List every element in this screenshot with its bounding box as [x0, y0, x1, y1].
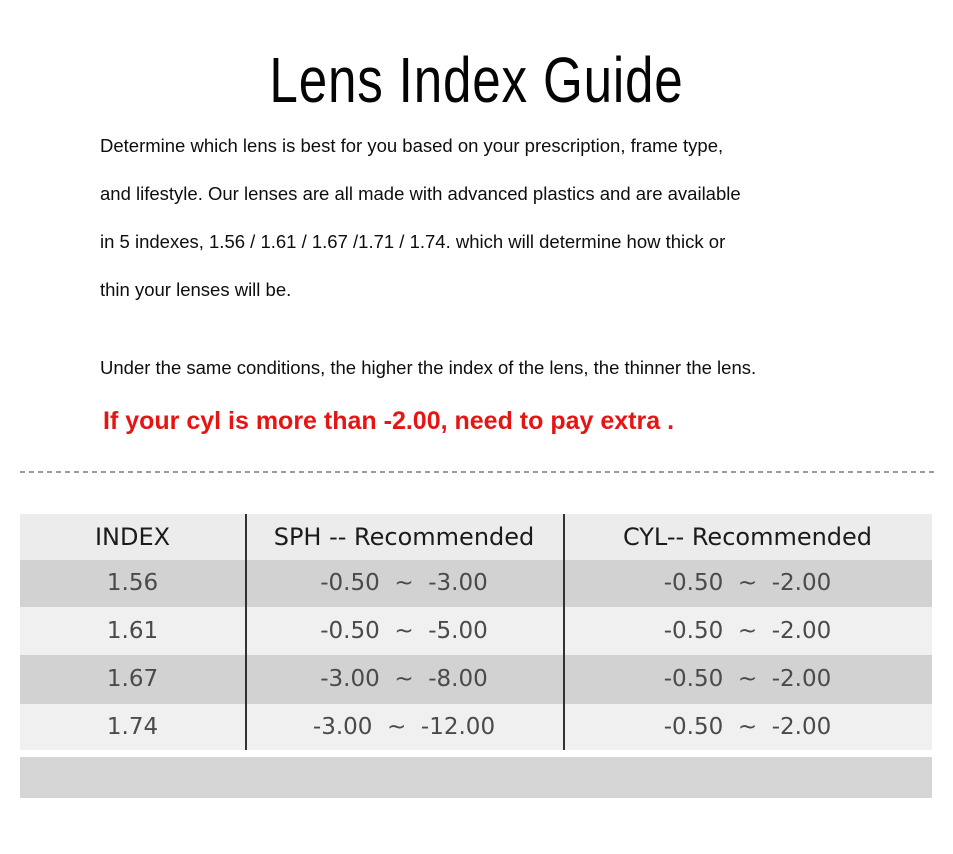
warning-text: If your cyl is more than -2.00, need to …: [103, 407, 675, 435]
table-row: 1.61 -0.50 ~ -5.00 -0.50 ~ -2.00: [20, 607, 932, 655]
note-text: Under the same conditions, the higher th…: [100, 357, 757, 378]
lens-index-table: INDEX SPH -- Recommended CYL-- Recommend…: [20, 514, 932, 798]
table-bottom-gap: [20, 750, 932, 757]
cyl-range: -0.50 ~ -2.00: [663, 570, 832, 596]
cyl-range: -0.50 ~ -2.00: [663, 714, 832, 740]
table-row: 1.56 -0.50 ~ -3.00 -0.50 ~ -2.00: [20, 560, 932, 607]
intro-paragraph: Determine which lens is best for you bas…: [100, 122, 880, 314]
index-value: 1.74: [106, 714, 159, 740]
column-header-index: INDEX: [94, 523, 171, 551]
sph-range: -3.00 ~ -8.00: [320, 666, 488, 692]
sph-range: -0.50 ~ -3.00: [320, 570, 488, 596]
table-header-row: INDEX SPH -- Recommended CYL-- Recommend…: [20, 514, 932, 560]
column-header-cyl: CYL-- Recommended: [622, 523, 873, 551]
table-footer-band: [20, 757, 932, 798]
cyl-range: -0.50 ~ -2.00: [663, 618, 832, 644]
index-value: 1.61: [106, 618, 159, 644]
table-row: 1.67 -3.00 ~ -8.00 -0.50 ~ -2.00: [20, 655, 932, 704]
intro-line-4: thin your lenses will be.: [100, 279, 292, 300]
column-divider-line: [563, 514, 565, 750]
intro-line-1: Determine which lens is best for you bas…: [100, 135, 724, 156]
sph-range: -0.50 ~ -5.00: [320, 618, 488, 644]
intro-line-3: in 5 indexes, 1.56 / 1.61 / 1.67 /1.71 /…: [100, 231, 726, 252]
column-header-sph: SPH -- Recommended: [273, 523, 535, 551]
dashed-divider: [20, 471, 935, 473]
table-row: 1.74 -3.00 ~ -12.00 -0.50 ~ -2.00: [20, 704, 932, 750]
index-value: 1.67: [106, 666, 159, 692]
intro-line-2: and lifestyle. Our lenses are all made w…: [100, 183, 741, 204]
page-title: Lens Index Guide: [269, 44, 684, 116]
index-value: 1.56: [106, 570, 159, 596]
cyl-range: -0.50 ~ -2.00: [663, 666, 832, 692]
sph-range: -3.00 ~ -12.00: [312, 714, 496, 740]
column-divider-line: [245, 514, 247, 750]
